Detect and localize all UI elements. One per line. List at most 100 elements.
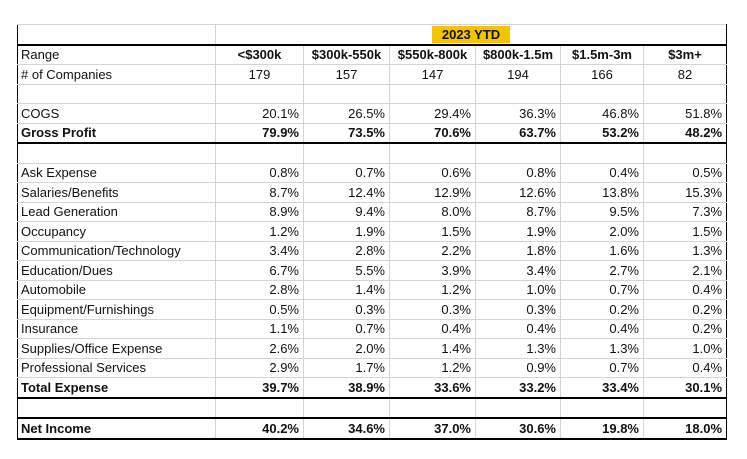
cell-value: 46.8% [560,103,644,124]
cell-value: 1.3% [475,338,561,359]
expense-row: Equipment/Furnishings 0.5% 0.3% 0.3% 0.3% 0.2… [17,299,728,320]
cell-value: 79.9% [215,122,304,144]
cell-value: 0.5% [215,299,304,320]
cell-value: 18.0% [642,417,728,440]
row-label: Equipment/Furnishings [17,299,216,320]
cell-value: 40.2% [215,417,304,440]
cell-value: 12.4% [303,182,390,203]
cell-value: 0.4% [389,318,476,339]
companies-count: 194 [475,64,561,85]
cell-value: 37.0% [389,417,476,440]
expense-row: Automobile 2.8% 1.4% 1.2% 1.0% 0.7% 0.4% [17,279,728,300]
row-label: Occupancy [17,221,216,242]
row-label: Professional Services [17,357,216,378]
expense-row: Salaries/Benefits 8.7% 12.4% 12.9% 12.6% 13.8… [17,182,728,203]
cell-value: 6.7% [215,260,304,281]
cell-value: 0.2% [560,299,644,320]
cell-value: 1.2% [389,279,476,300]
cell-value: 1.5% [642,221,728,242]
cell-value: 0.5% [642,162,728,183]
cell-value: 8.9% [215,201,304,222]
cell-value: 2.2% [389,240,476,261]
cell-value: 1.2% [215,221,304,242]
cell-value: 2.0% [560,221,644,242]
companies-label: # of Companies [17,64,216,85]
cell-value: 2.6% [215,338,304,359]
cell-value: 20.1% [215,103,304,124]
cell-value: 12.9% [389,182,476,203]
expense-row: Communication/Technology 3.4% 2.8% 2.2% 1.8%… [17,240,728,261]
benchmark-grid: 2023 YTD Range <$300k $300k-550k $550k-8… [17,24,728,440]
spacer-row [17,397,728,419]
row-label: Net Income [17,417,216,440]
row-label: Automobile [17,279,216,300]
cell-value: 0.8% [475,162,561,183]
spacer-row [17,83,728,104]
cell-value: 73.5% [303,122,390,144]
cell-value: 53.2% [560,122,644,144]
row-label: Supplies/Office Expense [17,338,216,359]
cell-value: 26.5% [303,103,390,124]
cell-value: 9.5% [560,201,644,222]
range-header: $800k-1.5m [475,44,561,65]
companies-count: 179 [215,64,304,85]
cell-value: 2.8% [303,240,390,261]
cell-value: 7.3% [642,201,728,222]
cell-value: 1.7% [303,357,390,378]
cell-value: 2.0% [303,338,390,359]
cell-value: 0.4% [642,357,728,378]
expense-row: Insurance 1.1% 0.7% 0.4% 0.4% 0.4% 0.2% [17,318,728,339]
row-label: Education/Dues [17,260,216,281]
cell-value: 39.7% [215,377,304,399]
cell-value: 0.3% [475,299,561,320]
gross-section: COGS 20.1% 26.5% 29.4% 36.3% 46.8% 51.8% Gross … [17,103,728,144]
cell-value: 1.4% [303,279,390,300]
row-label: Insurance [17,318,216,339]
expense-row: Lead Generation 8.9% 9.4% 8.0% 8.7% 9.5% 7.3% [17,201,728,222]
gross-row: Gross Profit 79.9% 73.5% 70.6% 63.7% 53.2% 48.… [17,122,728,144]
financial-benchmark-table: 2023 YTD Range <$300k $300k-550k $550k-8… [17,24,728,440]
row-label: Lead Generation [17,201,216,222]
expense-row: Occupancy 1.2% 1.9% 1.5% 1.9% 2.0% 1.5% [17,221,728,242]
cell-value: 1.3% [642,240,728,261]
companies-count: 147 [389,64,476,85]
cell-value: 33.6% [389,377,476,399]
cell-value: 51.8% [642,103,728,124]
cell-value: 1.2% [389,357,476,378]
expense-row: Education/Dues 6.7% 5.5% 3.9% 3.4% 2.7% 2.1% [17,260,728,281]
cell-value: 34.6% [303,417,390,440]
cell-value: 0.4% [560,318,644,339]
range-label: Range [17,44,216,65]
range-header: <$300k [215,44,304,65]
cell-value: 0.4% [560,162,644,183]
row-label: Total Expense [17,377,216,399]
cell-value: 15.3% [642,182,728,203]
cell-value: 1.4% [389,338,476,359]
range-header: $1.5m-3m [560,44,644,65]
cell-value: 2.1% [642,260,728,281]
cell-value: 3.4% [215,240,304,261]
expense-row: Professional Services 2.9% 1.7% 1.2% 0.9% 0.7… [17,357,728,378]
row-label: Gross Profit [17,122,216,144]
cell-value: 0.9% [475,357,561,378]
cell-value: 70.6% [389,122,476,144]
cell-value: 0.3% [389,299,476,320]
cell-value: 13.8% [560,182,644,203]
row-label: Communication/Technology [17,240,216,261]
range-header: $300k-550k [303,44,390,65]
total-expense-row: Total Expense 39.7% 38.9% 33.6% 33.2% 33… [17,377,728,399]
cell-value: 30.6% [475,417,561,440]
companies-count: 157 [303,64,390,85]
row-label: Ask Expense [17,162,216,183]
companies-row: # of Companies 179 157 147 194 166 82 [17,64,728,85]
cell-value: 0.7% [560,357,644,378]
cell-value: 1.5% [389,221,476,242]
row-label: COGS [17,103,216,124]
cell-value: 63.7% [475,122,561,144]
cell-value: 1.0% [475,279,561,300]
cell-value: 1.0% [642,338,728,359]
cell-value: 33.2% [475,377,561,399]
cell-value: 2.8% [215,279,304,300]
period-title: 2023 YTD [431,25,511,43]
cell-value: 0.3% [303,299,390,320]
